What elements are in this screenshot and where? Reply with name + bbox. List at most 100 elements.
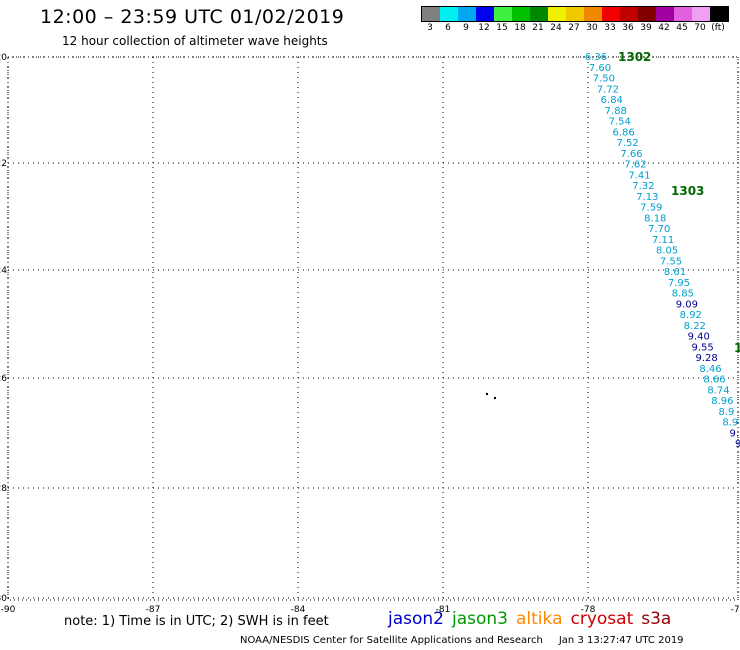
legend-label: 6 [445, 23, 451, 33]
legend-swatch [674, 7, 692, 21]
island-marker [494, 397, 496, 399]
map-subtitle: 12 hour collection of altimeter wave hei… [62, 34, 328, 48]
legend-swatch [566, 7, 584, 21]
latitude-label: -24 [0, 266, 7, 276]
legend-swatch [458, 7, 476, 21]
legend-label: 39 [640, 23, 652, 33]
legend-swatch [512, 7, 530, 21]
swh-value: 7.59 [640, 203, 662, 214]
swh-value: 9. [730, 428, 740, 439]
latitude-label: -20 [0, 53, 7, 63]
swh-value: 8.22 [684, 321, 706, 332]
swh-value: 8.18 [644, 213, 666, 224]
legend-label: 24 [550, 23, 562, 33]
legend-label: 21 [532, 23, 544, 33]
swh-value: 7.72 [597, 84, 619, 95]
latitude-label: -28 [0, 484, 7, 494]
swh-value: 7.60 [589, 63, 611, 74]
color-legend [421, 6, 729, 22]
longitude-label: -78 [581, 605, 596, 615]
latitude-label: -22 [0, 159, 7, 169]
swh-value: 7.50 [593, 74, 615, 85]
satellite-jason2: jason2 [388, 609, 444, 629]
swh-value: 9.09 [676, 299, 698, 310]
legend-swatch [638, 7, 656, 21]
legend-label: 9 [463, 23, 469, 33]
legend-label: 12 [478, 23, 490, 33]
satellite-cryosat: cryosat [570, 609, 634, 629]
swh-value: 6.86 [612, 127, 634, 138]
swh-value: 8.66 [703, 375, 725, 386]
credit-line: NOAA/NESDIS Center for Satellite Applica… [240, 635, 684, 646]
swh-value: 8.85 [672, 289, 694, 300]
legend-label: 45 [676, 23, 688, 33]
legend-swatch [602, 7, 620, 21]
swh-value: 8.61 [664, 267, 686, 278]
satellite-altika: altika [516, 609, 563, 629]
pass-number-label: 1302 [618, 50, 651, 64]
swh-value: 7.66 [620, 149, 642, 160]
footer-note: note: 1) Time is in UTC; 2) SWH is in fe… [64, 614, 329, 629]
legend-label: 18 [514, 23, 526, 33]
legend-label: 33 [604, 23, 616, 33]
swh-value: 6.84 [601, 95, 623, 106]
legend-label: (ft) [711, 23, 725, 33]
swh-value: 8.74 [707, 385, 729, 396]
generated-timestamp: Jan 3 13:27:47 UTC 2019 [558, 635, 684, 646]
longitude-label: -84 [291, 605, 306, 615]
longitude-label: -81 [436, 605, 451, 615]
pass-number-label: 1303 [671, 184, 704, 198]
latitude-label: -30 [0, 594, 7, 604]
legend-swatch [494, 7, 512, 21]
swh-value: 7.88 [605, 106, 627, 117]
legend-swatch [548, 7, 566, 21]
legend-swatch [656, 7, 674, 21]
satellite-key: jason2 jason3 altika cryosat s3a [388, 609, 679, 629]
swh-value: 7.32 [632, 181, 654, 192]
legend-label: 3 [427, 23, 433, 33]
swh-value: 8.05 [656, 246, 678, 257]
longitude-label: -90 [1, 605, 16, 615]
legend-label: 70 [694, 23, 706, 33]
swh-value: 7.41 [628, 170, 650, 181]
swh-value: 9.55 [691, 342, 713, 353]
longitude-label: -87 [146, 605, 161, 615]
swh-value: 7.52 [616, 138, 638, 149]
swh-value: 9 [735, 439, 740, 450]
satellite-jason3: jason3 [452, 609, 508, 629]
swh-value: 6.36 [585, 52, 607, 63]
swh-value: 7.62 [624, 160, 646, 171]
longitude-label: -75 [731, 605, 740, 615]
swh-value: 8.9 [718, 407, 734, 418]
legend-swatch [692, 7, 710, 21]
legend-label: 42 [658, 23, 670, 33]
color-legend-labels: 3 6 9 12 15 18 21 24 27 30 33 36 39 42 45 70 (ft) [421, 23, 740, 35]
swh-value: 8.92 [680, 310, 702, 321]
legend-swatch [422, 7, 440, 21]
swh-value: 7.13 [636, 192, 658, 203]
legend-swatch [440, 7, 458, 21]
island-marker [486, 393, 488, 395]
legend-swatch [584, 7, 602, 21]
legend-swatch [710, 7, 728, 21]
swh-value: 9.40 [688, 332, 710, 343]
swh-value: 7.54 [609, 117, 631, 128]
legend-swatch [620, 7, 638, 21]
swh-value: 8.46 [699, 364, 721, 375]
legend-swatch [530, 7, 548, 21]
map-title: 12:00 – 23:59 UTC 01/02/2019 [40, 6, 345, 28]
pass-number-label: 1 [734, 341, 740, 355]
swh-value: 7.55 [660, 256, 682, 267]
swh-value: 8.96 [711, 396, 733, 407]
latitude-label: -26 [0, 374, 7, 384]
legend-label: 15 [496, 23, 508, 33]
swh-value: 9.28 [695, 353, 717, 364]
swh-value: 7.70 [648, 224, 670, 235]
swh-value: 8.9 [722, 418, 738, 429]
swh-value: 7.11 [652, 235, 674, 246]
legend-label: 27 [568, 23, 580, 33]
swh-value: 7.95 [668, 278, 690, 289]
legend-swatch [476, 7, 494, 21]
credit-text: NOAA/NESDIS Center for Satellite Applica… [240, 635, 543, 646]
